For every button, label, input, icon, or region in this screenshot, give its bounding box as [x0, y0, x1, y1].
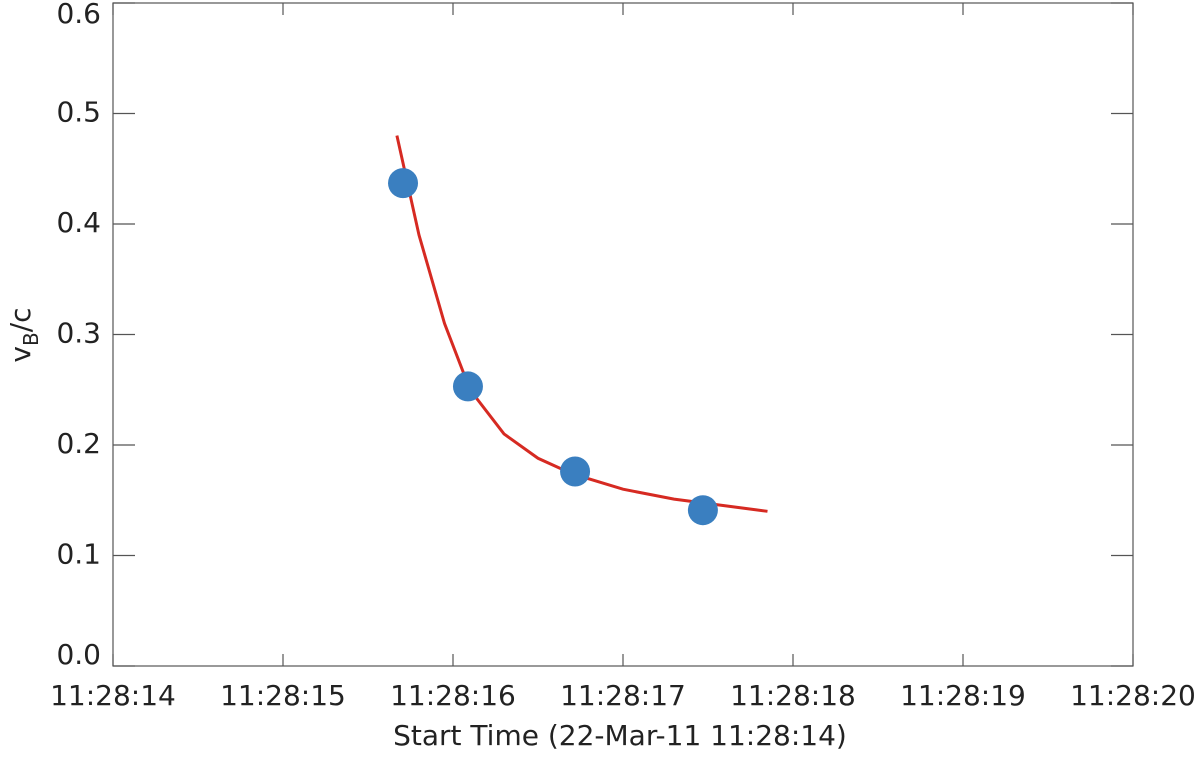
x-axis-label: Start Time (22-Mar-11 11:28:14)	[393, 719, 847, 752]
plot-frame	[112, 2, 1134, 667]
x-tick-label: 11:28:14	[50, 679, 176, 712]
x-tick-label: 11:28:15	[220, 679, 346, 712]
y-tick-label: 0.5	[56, 96, 101, 129]
y-label-sub: B	[19, 332, 43, 346]
y-tick-label: 0.6	[56, 0, 101, 30]
x-tick-label: 11:28:16	[390, 679, 516, 712]
fit-line	[395, 135, 768, 513]
y-label-rest: /c	[4, 307, 37, 332]
y-label-base: v	[4, 346, 37, 363]
y-tick-label: 0.1	[56, 538, 101, 571]
x-tick-label: 11:28:19	[900, 679, 1026, 712]
x-tick-label: 11:28:18	[730, 679, 856, 712]
y-tick-label: 0.4	[56, 206, 101, 239]
y-tick-label: 0.3	[56, 317, 101, 350]
y-axis-label: vB/c	[4, 307, 43, 362]
y-tick-label: 0.0	[56, 638, 101, 671]
x-tick-label: 11:28:20	[1070, 679, 1196, 712]
data-point	[452, 371, 483, 402]
y-tick-label: 0.2	[56, 427, 101, 460]
data-point	[560, 456, 591, 487]
data-point	[388, 168, 419, 199]
data-point	[687, 495, 718, 526]
x-tick-label: 11:28:17	[560, 679, 686, 712]
